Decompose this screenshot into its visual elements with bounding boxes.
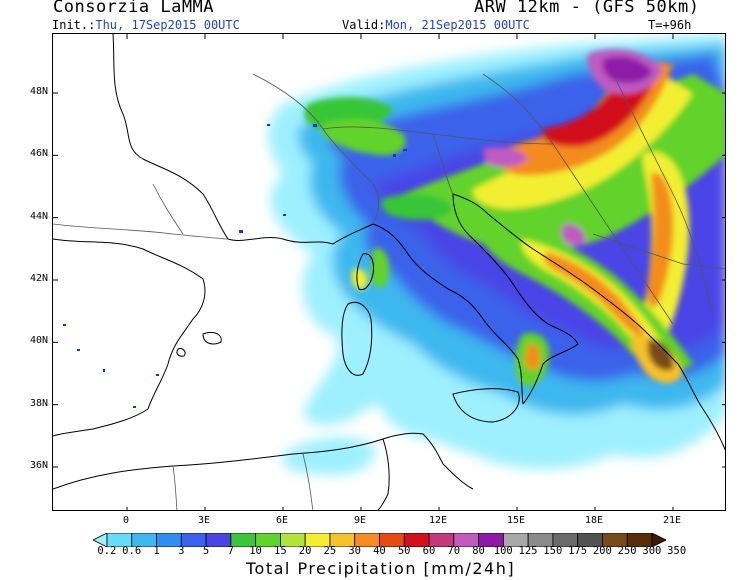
colorbar-level-label: 15 [274,545,287,557]
colorbar-level-label: 350 [667,545,687,557]
colorbar-level-label: 0.6 [122,545,142,557]
colorbar [92,532,667,548]
country-borders [53,73,725,510]
coastlines [53,34,725,510]
colorbar-level-label: 7 [227,545,234,557]
colorbar-level-label: 250 [617,545,637,557]
latitude-label: 44N [30,210,49,222]
colorbar-level-label: 200 [592,545,612,557]
colorbar-level-label: 25 [323,545,337,557]
latitude-label: 46N [30,148,49,160]
longitude-label: 18E [585,515,604,526]
longitude-label: 21E [663,515,682,526]
latitude-label: 42N [30,273,49,284]
valid-time-row: Valid:Mon, 21Sep2015 00UTC [342,19,530,32]
longitude-label: 9E [354,515,367,526]
colorbar-level-label: 300 [642,545,662,557]
longitude-label: 0 [123,515,130,526]
colorbar-level-label: 10 [249,545,262,557]
colorbar-swatch [651,532,667,548]
init-prefix: Init.: [52,18,96,32]
latitude-label: 48N [30,86,49,97]
init-time-row: Init.:Thu, 17Sep2015 00UTC [52,19,240,32]
colorbar-level-label: 175 [568,545,588,557]
colorbar-title: Total Precipitation [mm/24h] [246,559,516,578]
precipitation-map [52,33,726,511]
longitude-label: 12E [429,515,448,526]
colorbar-level-label: 30 [348,545,361,557]
colorbar-level-label: 150 [543,545,563,557]
colorbar-level-label: 125 [518,545,538,557]
longitude-label: 6E [276,515,289,526]
map-svg [53,34,725,510]
colorbar-level-label: 100 [493,545,513,557]
longitude-label: 3E [198,515,211,526]
colorbar-level-label: 40 [373,545,386,557]
latitude-label: 36N [30,460,49,471]
forecast-hour: T=+96h [648,18,692,32]
organization-title: Consorzia LaMMA [53,0,215,17]
colorbar-level-label: 50 [397,545,411,557]
valid-time: Mon, 21Sep2015 00UTC [385,18,530,32]
colorbar-level-label: 5 [202,545,210,557]
precipitation-field [268,34,725,475]
colorbar-level-label: 70 [447,545,461,557]
colorbar-level-label: 20 [298,545,312,557]
colorbar-level-label: 60 [422,545,436,557]
latitude-label: 38N [30,397,49,409]
grid-ticks [53,34,725,510]
colorbar-level-label: 1 [153,545,160,557]
model-title: ARW 12km - (GFS 50km) [474,0,700,17]
colorbar-level-label: 0.2 [97,545,117,557]
latitude-label: 40N [30,335,49,347]
init-time: Thu, 17Sep2015 00UTC [95,18,240,32]
valid-prefix: Valid: [342,18,386,32]
lakes [63,124,407,408]
longitude-label: 15E [507,515,526,526]
colorbar-level-label: 3 [178,545,185,557]
colorbar-level-label: 80 [472,545,485,557]
